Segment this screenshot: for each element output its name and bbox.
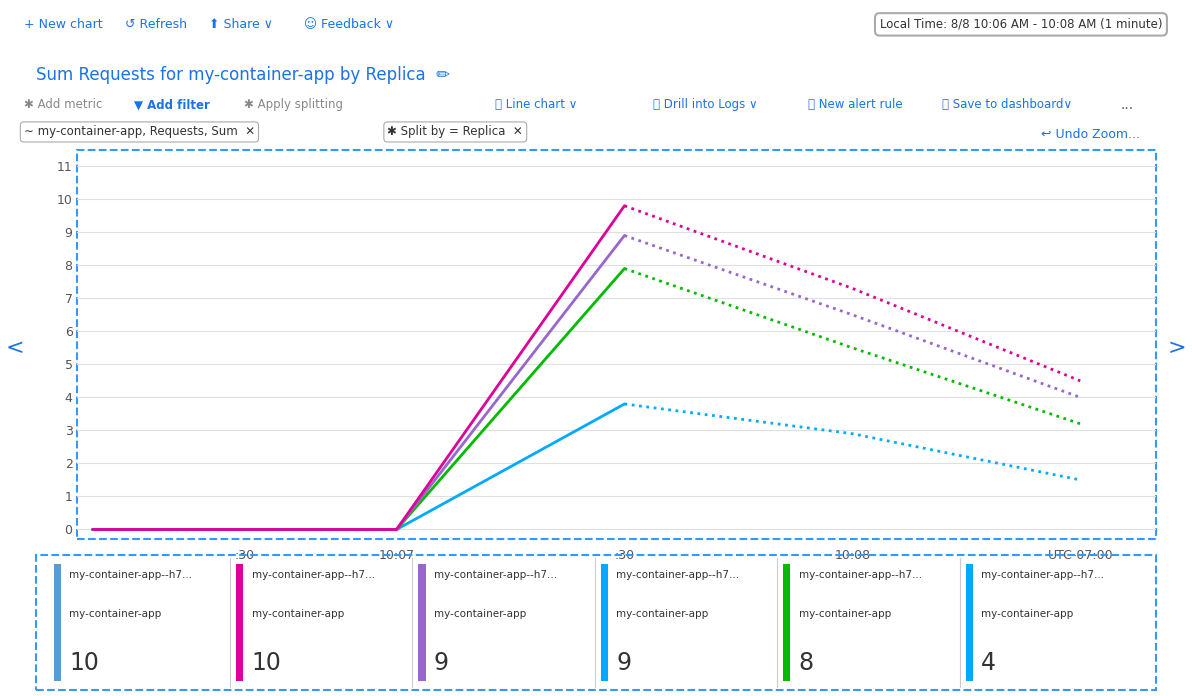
Bar	[601, 564, 608, 681]
Text: <: <	[6, 338, 24, 358]
Bar	[77, 150, 1156, 539]
Text: 📈 Line chart ∨: 📈 Line chart ∨	[495, 98, 577, 111]
Text: ☺ Feedback ∨: ☺ Feedback ∨	[304, 18, 395, 31]
Text: 🔔 New alert rule: 🔔 New alert rule	[808, 98, 902, 111]
Text: my-container-app--h7...: my-container-app--h7...	[252, 570, 374, 580]
Text: my-container-app: my-container-app	[799, 609, 890, 619]
Text: 9: 9	[434, 651, 449, 675]
Text: my-container-app--h7...: my-container-app--h7...	[69, 570, 192, 580]
Text: my-container-app: my-container-app	[69, 609, 161, 619]
Text: ▼ Add filter: ▼ Add filter	[134, 98, 210, 111]
Text: my-container-app: my-container-app	[616, 609, 708, 619]
Text: + New chart: + New chart	[24, 18, 103, 31]
Text: 10: 10	[69, 651, 99, 675]
Text: ↺ Refresh: ↺ Refresh	[125, 18, 187, 31]
Text: ⬆ Share ∨: ⬆ Share ∨	[209, 18, 273, 31]
Text: 📋 Drill into Logs ∨: 📋 Drill into Logs ∨	[653, 98, 758, 111]
Bar	[966, 564, 973, 681]
Text: my-container-app--h7...: my-container-app--h7...	[981, 570, 1104, 580]
Text: 8: 8	[799, 651, 814, 675]
Text: Sum Requests for my-container-app by Replica  ✏: Sum Requests for my-container-app by Rep…	[36, 66, 449, 84]
Bar	[236, 564, 243, 681]
Text: >: >	[1168, 338, 1186, 358]
Text: ✱ Split by = Replica  ✕: ✱ Split by = Replica ✕	[387, 125, 523, 139]
Text: ↩ Undo Zoom...: ↩ Undo Zoom...	[1041, 128, 1140, 141]
Text: Local Time: 8/8 10:06 AM - 10:08 AM (1 minute): Local Time: 8/8 10:06 AM - 10:08 AM (1 m…	[880, 18, 1162, 31]
Text: 4: 4	[981, 651, 997, 675]
Text: ✱ Apply splitting: ✱ Apply splitting	[244, 98, 343, 111]
Text: my-container-app: my-container-app	[252, 609, 343, 619]
Text: my-container-app: my-container-app	[434, 609, 526, 619]
Bar	[418, 564, 426, 681]
Bar	[783, 564, 790, 681]
Text: ...: ...	[1120, 97, 1134, 111]
Text: 💾 Save to dashboard∨: 💾 Save to dashboard∨	[942, 98, 1072, 111]
Text: ✱ Add metric: ✱ Add metric	[24, 98, 103, 111]
Text: my-container-app--h7...: my-container-app--h7...	[799, 570, 921, 580]
Text: ∼ my-container-app, Requests, Sum  ✕: ∼ my-container-app, Requests, Sum ✕	[24, 125, 255, 139]
Text: my-container-app--h7...: my-container-app--h7...	[434, 570, 557, 580]
Text: my-container-app--h7...: my-container-app--h7...	[616, 570, 739, 580]
Text: 9: 9	[616, 651, 632, 675]
Text: my-container-app: my-container-app	[981, 609, 1073, 619]
Bar	[54, 564, 61, 681]
Text: 10: 10	[252, 651, 281, 675]
